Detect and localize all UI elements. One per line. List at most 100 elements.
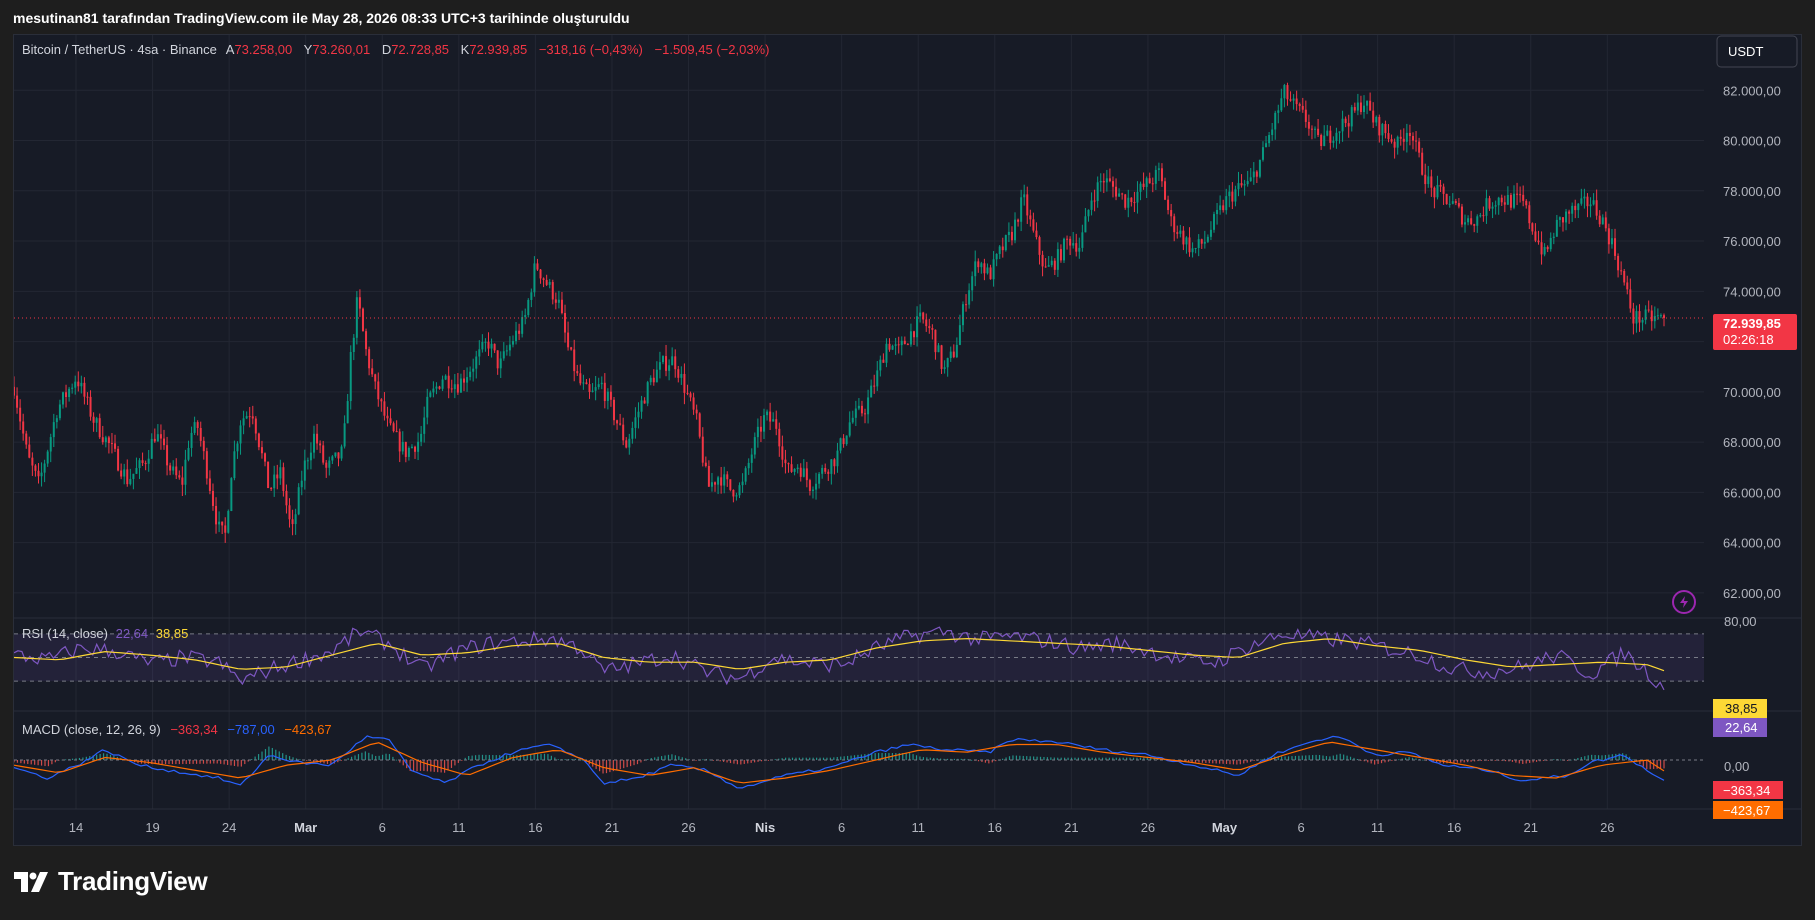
macd-hist-bar: [1556, 758, 1558, 760]
candle-body: [625, 440, 628, 448]
candle-body: [208, 478, 211, 491]
candle-body: [414, 446, 417, 452]
candle-body: [854, 408, 857, 418]
candle-body: [876, 370, 879, 387]
macd-hist-bar: [485, 754, 487, 760]
candle-body: [747, 462, 750, 469]
macd-hist-bar: [151, 760, 153, 765]
candle-body: [426, 396, 429, 418]
macd-hist-bar: [1077, 757, 1080, 760]
macd-hist-bar: [264, 749, 267, 760]
candle-body: [573, 349, 576, 372]
candle-body: [1188, 237, 1191, 253]
candle-body: [37, 470, 40, 477]
candle-body: [420, 433, 423, 442]
candle-body: [187, 447, 190, 460]
bolt-icon[interactable]: [1672, 590, 1696, 614]
candle-body: [309, 452, 312, 461]
candle-body: [40, 472, 43, 477]
candle-body: [1121, 193, 1124, 195]
macd-hist-bar: [233, 760, 236, 766]
candle-body: [548, 282, 551, 285]
macd-hist-bar: [850, 755, 852, 760]
candle-body: [1148, 178, 1151, 184]
candle-body: [1653, 316, 1656, 322]
macd-hist-bar: [1353, 757, 1355, 760]
macd-hist-bar: [581, 759, 583, 761]
candle-body: [1277, 110, 1280, 113]
candle-body: [1528, 205, 1531, 224]
header-title: mesutinan81 tarafından TradingView.com i…: [13, 10, 630, 26]
macd-hist-bar: [216, 760, 218, 764]
macd-hist-bar: [464, 757, 466, 760]
candle-body: [1479, 215, 1482, 217]
macd-hist-bar: [1370, 760, 1372, 764]
candle-body: [1647, 309, 1650, 311]
candle-body: [349, 352, 352, 402]
macd-hist-bar: [1126, 757, 1128, 760]
candle-body: [1335, 132, 1338, 141]
candle-body: [58, 404, 61, 419]
macd-hist-bar: [275, 749, 277, 760]
candle-body: [888, 343, 891, 350]
candle-body: [1298, 104, 1301, 106]
macd-value: −787,00: [227, 722, 274, 737]
candle-body: [1194, 247, 1197, 249]
macd-hist-bar: [1367, 760, 1369, 763]
candle-body: [386, 415, 389, 419]
candle-body: [1017, 219, 1020, 222]
macd-hist-bar: [1377, 760, 1379, 764]
macd-hist-bar: [1033, 756, 1035, 760]
macd-hist-bar: [244, 760, 246, 765]
macd-hist-bar: [499, 755, 501, 760]
tradingview-logo[interactable]: TradingView: [14, 866, 208, 897]
macd-hist-bar: [426, 760, 428, 772]
candle-body: [1304, 109, 1307, 122]
macd-hist-bar: [623, 760, 625, 769]
price-axis[interactable]: 82.000,00 80.000,00 78.000,00 76.000,00 74.0…: [1723, 83, 1781, 601]
macd-hist-bar: [337, 760, 339, 763]
macd-hist-bar: [295, 758, 298, 760]
macd-hist-bar: [195, 760, 198, 764]
time-axis[interactable]: 14 19 24 Mar 6 11 16 21 26 Nis 6 11 16 21 26 May 6 11 16 21…: [69, 820, 1615, 835]
candle-body: [1552, 236, 1555, 238]
macd-hist-bar: [688, 759, 690, 761]
candle-body: [867, 397, 870, 415]
candle-body: [1252, 171, 1255, 178]
candle-body: [1249, 177, 1252, 182]
macd-hist-bar: [226, 760, 229, 765]
candle-body: [392, 423, 395, 432]
candle-body: [655, 369, 658, 383]
candle-body: [423, 417, 426, 434]
macd-hist-bar: [1463, 760, 1465, 763]
macd-hist-bar: [1132, 757, 1135, 760]
candle-body: [900, 340, 903, 346]
macd-hist-bar: [1029, 756, 1031, 760]
candle-body: [628, 438, 631, 448]
candle-body: [805, 468, 808, 481]
candle-body: [784, 459, 787, 464]
candle-body: [1451, 201, 1454, 204]
candle-body: [178, 475, 181, 478]
candle-body: [398, 431, 401, 452]
chart-svg[interactable]: 82.000,00 80.000,00 78.000,00 76.000,00 74.0…: [14, 35, 1801, 845]
macd-hist-bar: [206, 760, 208, 764]
macd-hist-bar: [647, 759, 649, 760]
candle-body: [248, 416, 251, 418]
currency-button[interactable]: USDT: [1716, 35, 1798, 68]
candle-body: [989, 267, 992, 280]
macd-hist-bar: [940, 758, 942, 760]
macd-hist-bar: [847, 755, 849, 760]
macd-hist-bar: [933, 757, 935, 760]
macd-hist-bar: [1105, 757, 1107, 760]
macd-hist-bar: [1287, 756, 1290, 760]
candle-body: [965, 304, 968, 306]
chart-frame[interactable]: 82.000,00 80.000,00 78.000,00 76.000,00 74.0…: [13, 34, 1802, 846]
macd-hist-bar: [468, 756, 470, 760]
macd-hist-bar: [919, 756, 921, 760]
candle-body: [175, 466, 178, 476]
candle-body: [530, 292, 533, 300]
macd-hist-bar: [1312, 755, 1314, 760]
macd-hist-bar: [92, 755, 94, 760]
candle-body: [276, 474, 279, 479]
